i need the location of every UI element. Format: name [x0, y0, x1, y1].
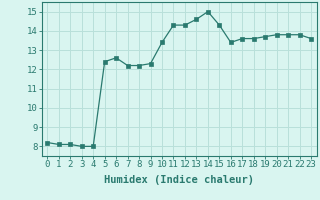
X-axis label: Humidex (Indice chaleur): Humidex (Indice chaleur) — [104, 175, 254, 185]
